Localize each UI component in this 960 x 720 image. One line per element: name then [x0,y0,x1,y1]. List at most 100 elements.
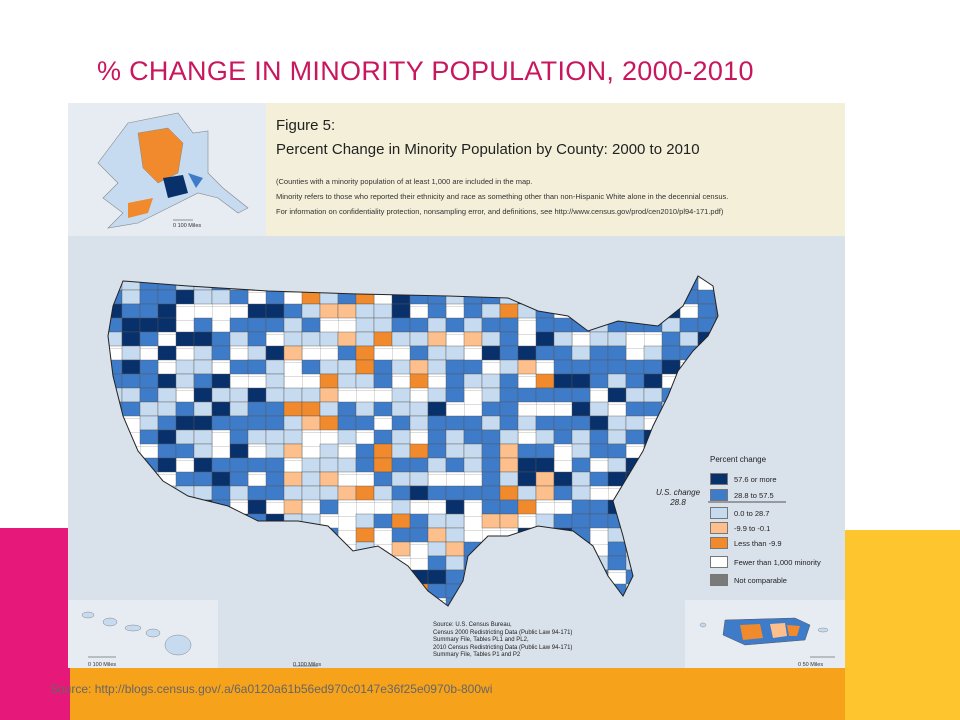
county-patch [571,345,591,361]
county-patch [157,429,177,445]
county-patch [265,443,285,459]
county-patch [283,331,303,347]
county-patch [175,443,195,459]
county-patch [121,401,141,417]
county-patch [373,303,393,319]
county-patch [265,429,285,445]
county-patch [499,359,519,375]
us-change-note: U.S. change 28.8 [648,488,708,508]
county-patch [697,303,717,319]
county-patch [427,317,447,333]
county-patch [193,317,213,333]
figure-note-3: For information on confidentiality prote… [276,207,724,216]
county-patch [355,527,375,543]
county-patch [481,443,501,459]
county-patch [445,443,465,459]
county-patch [427,387,447,403]
county-patch [355,485,375,501]
county-patch [373,401,393,417]
county-patch [391,513,411,529]
county-patch [373,485,393,501]
county-patch [589,373,609,389]
county-patch [373,443,393,459]
county-patch [247,303,267,319]
hawaii-scale: 0 100 Miles [88,662,117,668]
county-patch [607,331,627,347]
county-patch [409,527,429,543]
county-patch [463,429,483,445]
county-patch [463,485,483,501]
county-patch [427,541,447,557]
county-patch [445,317,465,333]
county-patch [175,415,195,431]
county-patch [211,373,231,389]
county-patch [571,373,591,389]
county-patch [643,359,663,375]
county-patch [319,387,339,403]
county-patch [445,569,465,585]
county-patch [643,373,663,389]
county-patch [481,457,501,473]
county-patch [373,359,393,375]
county-patch [391,317,411,333]
county-patch [373,317,393,333]
county-patch [427,303,447,319]
county-patch [589,401,609,417]
county-patch [283,471,303,487]
county-patch [319,401,339,417]
county-patch [607,457,627,473]
county-patch [337,359,357,375]
county-patch [355,331,375,347]
county-patch [553,387,573,403]
county-patch [589,359,609,375]
county-patch [337,345,357,361]
county-patch [355,317,375,333]
county-patch [391,499,411,515]
county-patch [481,471,501,487]
county-patch [121,387,141,403]
source-line: Source: U.S. Census Bureau, [433,622,512,628]
county-patch [463,317,483,333]
county-patch [319,499,339,515]
county-patch [211,289,231,305]
county-patch [409,485,429,501]
county-patch [661,331,681,347]
county-patch [409,359,429,375]
county-patch [589,471,609,487]
legend-swatch [710,522,728,534]
county-patch [193,331,213,347]
county-patch [553,373,573,389]
county-patch [535,485,555,501]
figure-note-2: Minority refers to those who reported th… [276,192,729,201]
legend-swatch [710,574,728,586]
county-patch [571,429,591,445]
legend-label: Not comparable [734,576,787,585]
county-patch [139,387,159,403]
county-patch [409,443,429,459]
county-patch [229,457,249,473]
county-patch [247,499,267,515]
county-patch [481,499,501,515]
county-patch [247,331,267,347]
county-patch [175,429,195,445]
county-patch [607,373,627,389]
county-patch [427,429,447,445]
county-patch [391,471,411,487]
county-patch [553,429,573,445]
county-patch [481,429,501,445]
county-patch [265,471,285,487]
county-patch [157,317,177,333]
figure-title: Percent Change in Minority Population by… [276,141,700,158]
source-line: Summary File, Tables PL1 and PL2, [433,637,529,643]
county-patch [121,345,141,361]
county-patch [427,331,447,347]
county-patch [409,317,429,333]
county-patch [463,359,483,375]
map-legend: Percent change 57.6 or more 28.8 to 57.5… [706,455,836,595]
county-patch [283,401,303,417]
county-patch [121,303,141,319]
county-patch [247,485,267,501]
county-patch [589,443,609,459]
legend-divider [708,501,786,503]
county-patch [697,289,717,305]
